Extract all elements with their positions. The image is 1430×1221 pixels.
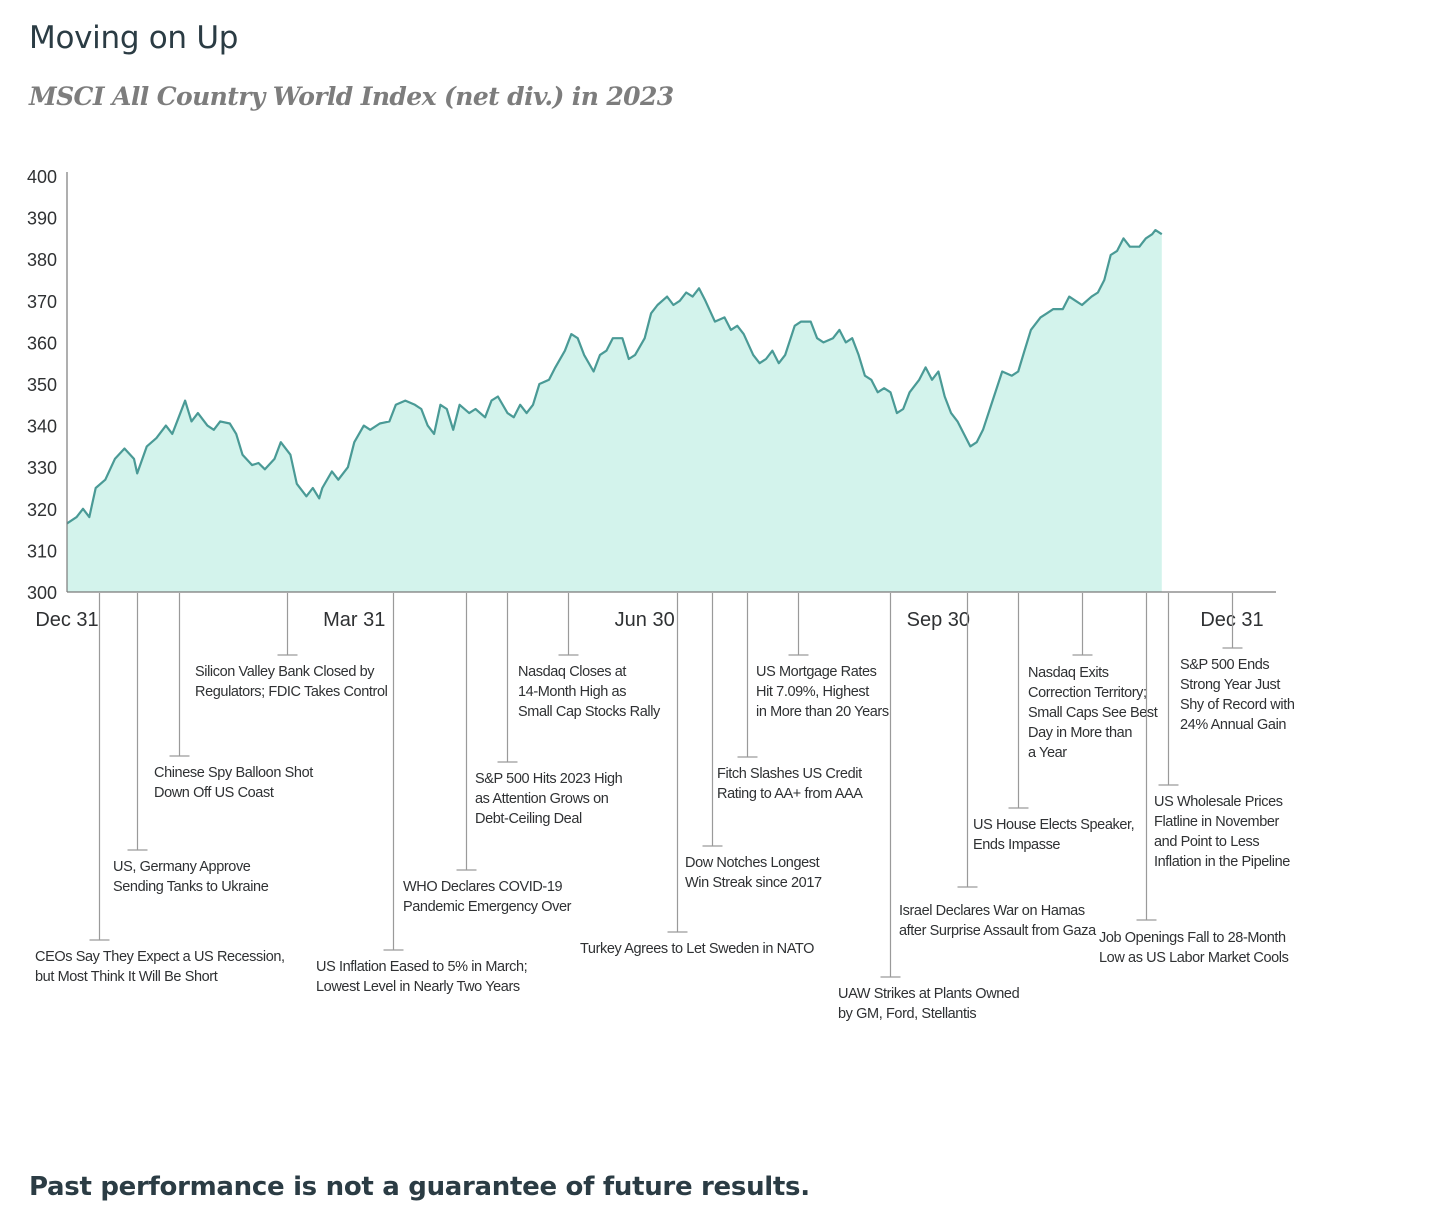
y-tick-label: 360: [27, 333, 57, 353]
event-annotation: US, Germany Approve Sending Tanks to Ukra…: [113, 593, 269, 895]
area-layer: [66, 229, 1163, 592]
event-annotation: Nasdaq Exits Correction Territory; Small C…: [1028, 593, 1158, 761]
chart-title: Moving on Up: [29, 20, 239, 56]
y-tick-label: 380: [27, 250, 57, 270]
event-annotation: CEOs Say They Expect a US Recession, but …: [35, 593, 285, 985]
annotation-text: Shy of Record with: [1180, 697, 1295, 713]
annotation-text: US Mortgage Rates: [756, 664, 877, 680]
x-tick-label: Sep 30: [907, 609, 970, 631]
annotation-text: Hit 7.09%, Highest: [756, 684, 869, 700]
annotation-text: Down Off US Coast: [154, 785, 274, 801]
event-annotation: Turkey Agrees to Let Sweden in NATO: [580, 593, 814, 957]
annotation-text: UAW Strikes at Plants Owned: [838, 986, 1020, 1002]
y-tick-label: 340: [27, 417, 57, 437]
series-line: [66, 229, 1163, 525]
annotation-text: as Attention Grows on: [475, 791, 609, 807]
annotation-text: Inflation in the Pipeline: [1154, 854, 1290, 870]
annotation-text: US House Elects Speaker,: [973, 817, 1134, 833]
event-annotation: Silicon Valley Bank Closed by Regulators;…: [195, 593, 388, 700]
y-tick-label: 390: [27, 209, 57, 229]
y-tick-label: 370: [27, 292, 57, 312]
annotation-text: Israel Declares War on Hamas: [899, 903, 1085, 919]
y-tick-label: 350: [27, 375, 57, 395]
event-annotation: Israel Declares War on Hamas after Surpri…: [899, 593, 1097, 939]
annotation-text: Rating to AA+ from AAA: [717, 786, 863, 802]
event-annotation: S&P 500 Hits 2023 High as Attention Grows…: [475, 593, 623, 827]
y-tick-label: 300: [27, 583, 57, 603]
event-annotation: WHO Declares COVID-19 Pandemic Emergency …: [403, 593, 572, 915]
annotation-text: Pandemic Emergency Over: [403, 899, 572, 915]
annotation-text: Low as US Labor Market Cools: [1099, 950, 1289, 966]
annotation-text: S&P 500 Hits 2023 High: [475, 771, 623, 787]
annotation-text: 14-Month High as: [518, 684, 626, 700]
line-chart: 300 310 320 330 340 350 360 370 380 390 400 Dec 31 M…: [27, 167, 1295, 1022]
annotation-text: Ends Impasse: [973, 837, 1060, 853]
y-tick-label: 320: [27, 500, 57, 520]
event-annotation: Nasdaq Closes at 14-Month High as Small Ca…: [518, 593, 661, 720]
x-tick-label: Mar 31: [323, 609, 385, 631]
annotation-text: by GM, Ford, Stellantis: [838, 1006, 976, 1022]
annotation-text: Lowest Level in Nearly Two Years: [316, 979, 520, 995]
annotation-text: Flatline in November: [1154, 814, 1280, 830]
annotation-text: 24% Annual Gain: [1180, 717, 1286, 733]
y-tick-label: 330: [27, 458, 57, 478]
annotation-text: in More than 20 Years: [756, 704, 889, 720]
event-annotation: UAW Strikes at Plants Owned by GM, Ford, …: [838, 593, 1020, 1022]
annotation-text: a Year: [1028, 745, 1067, 761]
x-tick-label: Jun 30: [615, 609, 675, 631]
chart-subtitle: MSCI All Country World Index (net div.) …: [29, 82, 674, 111]
annotation-text: Day in More than: [1028, 725, 1132, 741]
y-tick-label: 400: [27, 167, 57, 187]
event-annotation: US Mortgage Rates Hit 7.09%, Highest in Mo…: [756, 593, 889, 720]
annotation-text: Small Cap Stocks Rally: [518, 704, 661, 720]
annotation-text: CEOs Say They Expect a US Recession,: [35, 949, 285, 965]
annotation-text: US Inflation Eased to 5% in March;: [316, 959, 527, 975]
x-tick-label: Dec 31: [35, 609, 98, 631]
annotation-text: Chinese Spy Balloon Shot: [154, 765, 313, 781]
annotation-text: after Surprise Assault from Gaza: [899, 923, 1097, 939]
axis-layer: 300 310 320 330 340 350 360 370 380 390 400 Dec 31 M…: [27, 167, 1276, 631]
annotation-text: Small Caps See Best: [1028, 705, 1158, 721]
annotation-text: Turkey Agrees to Let Sweden in NATO: [580, 941, 814, 957]
disclaimer-text: Past performance is not a guarantee of f…: [29, 1172, 810, 1202]
annotation-text: Regulators; FDIC Takes Control: [195, 684, 388, 700]
annotation-text: US, Germany Approve: [113, 859, 251, 875]
event-annotation: Chinese Spy Balloon Shot Down Off US Coas…: [154, 593, 314, 801]
y-tick-label: 310: [27, 541, 57, 561]
area-fill: [67, 230, 1162, 592]
event-annotation: US Inflation Eased to 5% in March; Lowest…: [316, 593, 528, 995]
annotation-layer: CEOs Say They Expect a US Recession, but …: [35, 593, 1295, 1022]
annotation-text: US Wholesale Prices: [1154, 794, 1283, 810]
annotation-text: Win Streak since 2017: [685, 875, 822, 891]
annotation-text: Job Openings Fall to 28-Month: [1099, 930, 1286, 946]
annotation-text: but Most Think It Will Be Short: [35, 969, 218, 985]
annotation-text: Nasdaq Exits: [1028, 665, 1109, 681]
event-annotation: S&P 500 Ends Strong Year Just Shy of Recor…: [1180, 593, 1295, 733]
event-annotation: US House Elects Speaker, Ends Impasse: [973, 593, 1135, 853]
annotation-text: Fitch Slashes US Credit: [717, 766, 862, 782]
annotation-text: and Point to Less: [1154, 834, 1259, 850]
event-annotation: Fitch Slashes US Credit Rating to AA+ fro…: [717, 593, 864, 802]
event-annotation: US Wholesale Prices Flatline in November a…: [1154, 593, 1291, 870]
annotation-text: Dow Notches Longest: [685, 855, 820, 871]
annotation-text: WHO Declares COVID-19: [403, 879, 563, 895]
annotation-text: Sending Tanks to Ukraine: [113, 879, 269, 895]
annotation-text: S&P 500 Ends: [1180, 657, 1269, 673]
annotation-text: Nasdaq Closes at: [518, 664, 626, 680]
event-annotation: Dow Notches Longest Win Streak since 2017: [685, 593, 822, 891]
annotation-text: Strong Year Just: [1180, 677, 1280, 693]
annotation-text: Silicon Valley Bank Closed by: [195, 664, 375, 680]
annotation-text: Debt-Ceiling Deal: [475, 811, 582, 827]
annotation-text: Correction Territory;: [1028, 685, 1147, 701]
event-annotation: Job Openings Fall to 28-Month Low as US L…: [1099, 593, 1289, 966]
